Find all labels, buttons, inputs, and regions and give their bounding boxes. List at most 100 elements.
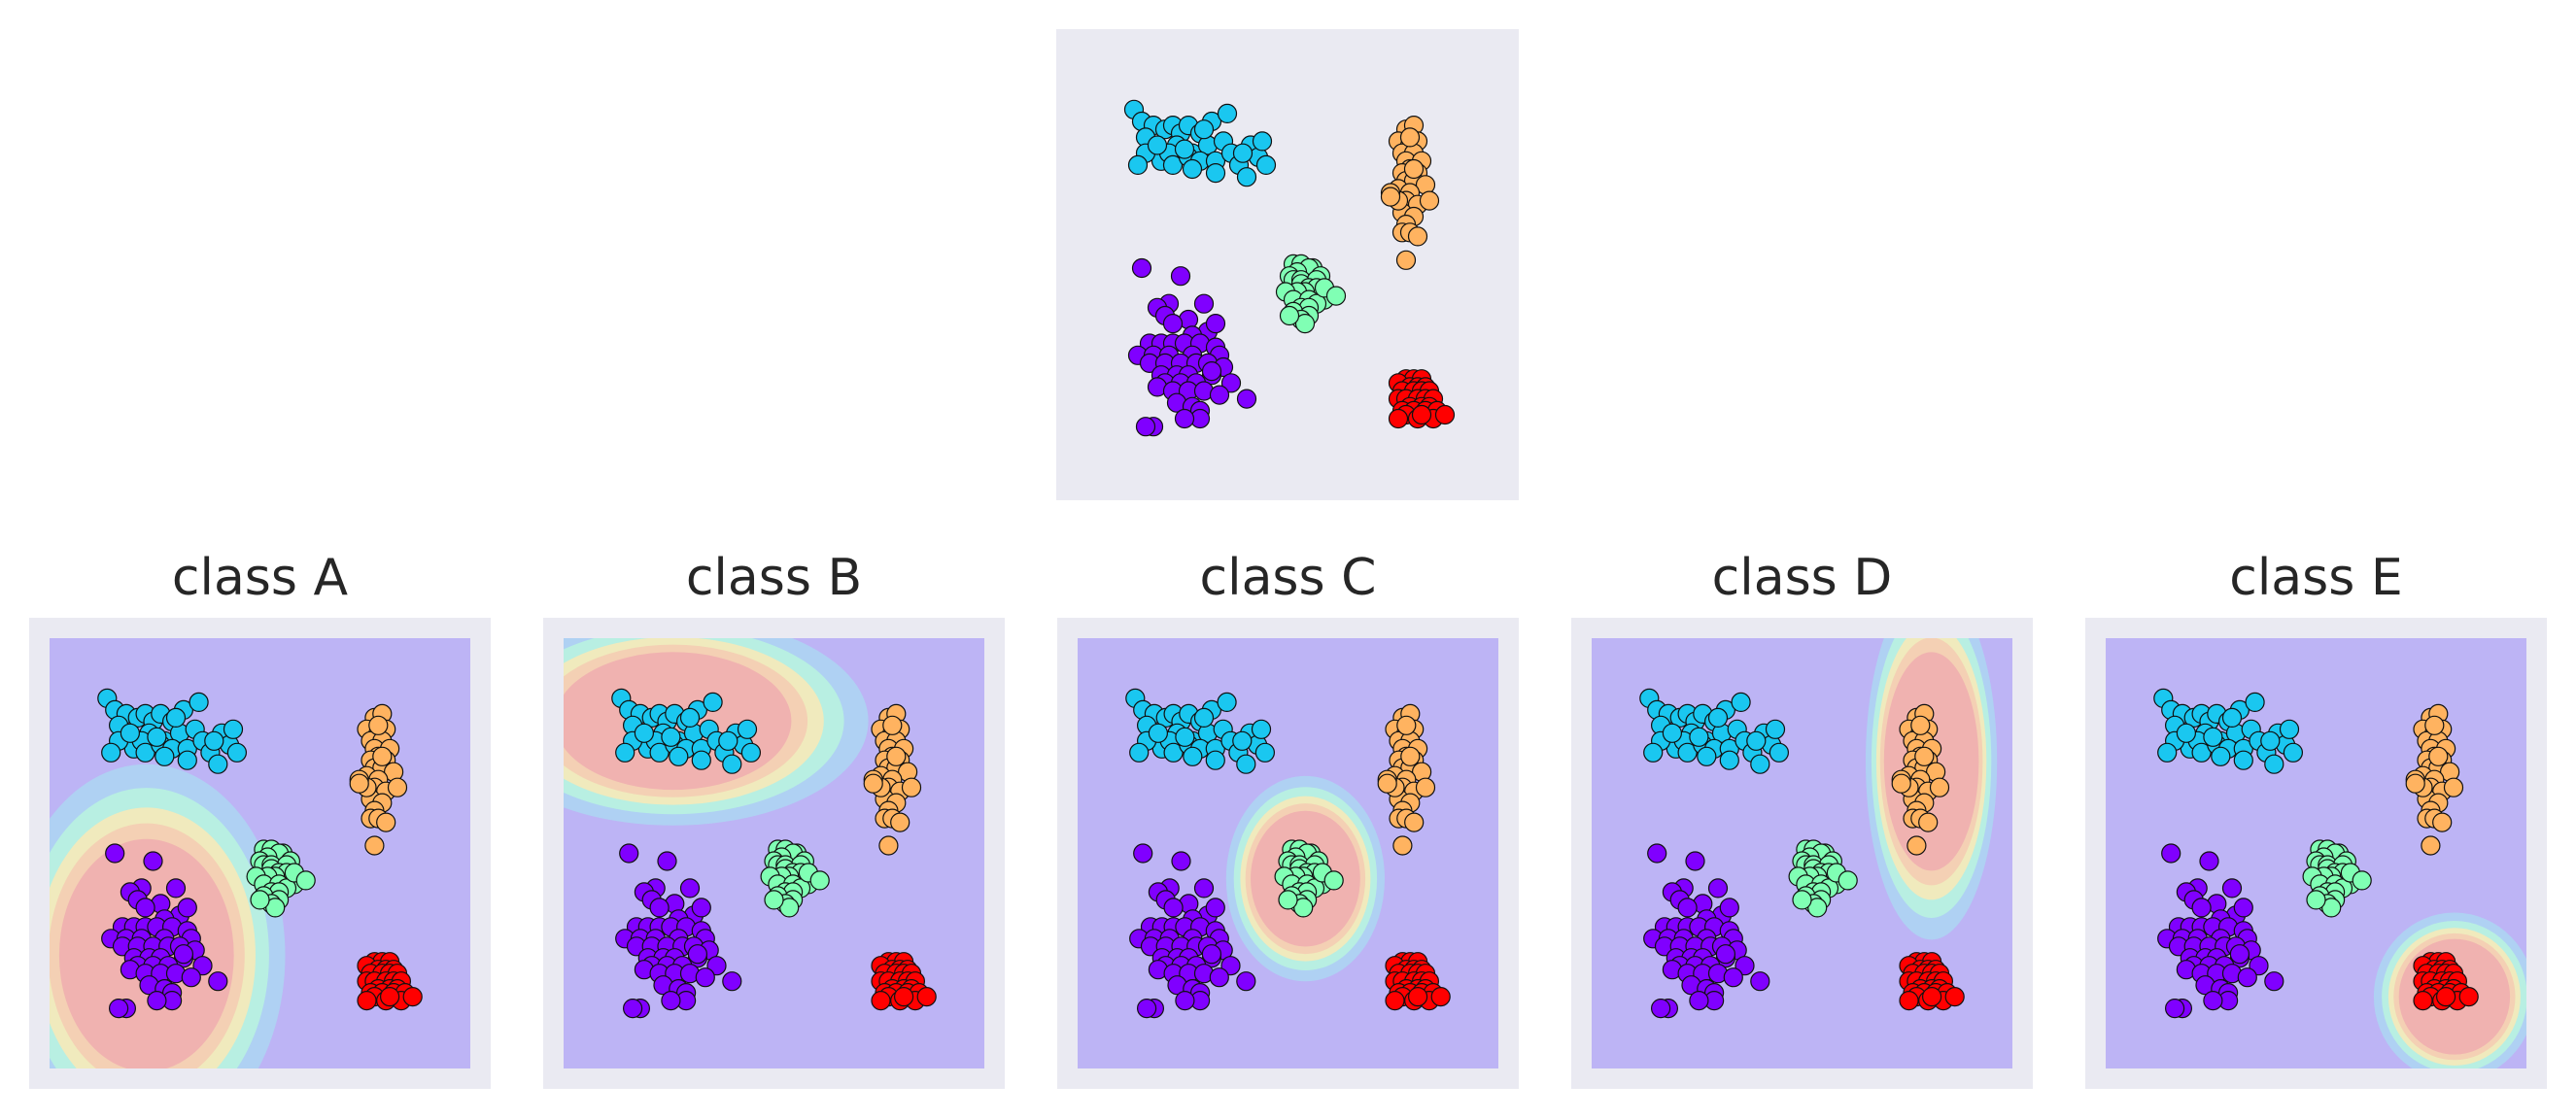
scatter-point: [181, 967, 201, 988]
scatter-point: [1792, 890, 1812, 910]
scatter-point: [1135, 417, 1156, 437]
scatter-point: [1769, 742, 1789, 763]
scatter-point: [1388, 408, 1409, 429]
scatter-point: [349, 773, 369, 794]
scatter-point: [1647, 843, 1667, 864]
scatter-point: [1201, 944, 1221, 965]
scatter-point: [101, 742, 121, 763]
scatter-point: [764, 890, 784, 910]
scatter-point: [165, 878, 187, 899]
scatter-point: [1719, 898, 1739, 918]
scatter-point: [1891, 773, 1911, 794]
scatter-point: [357, 991, 377, 1011]
scatter-point: [679, 878, 701, 899]
class-e-panel: [2085, 618, 2547, 1089]
scatter-point: [2264, 754, 2284, 774]
scatter-point: [155, 746, 175, 766]
scatter-point: [1131, 257, 1152, 279]
scatter-point: [1400, 746, 1421, 766]
scatter-point: [916, 987, 937, 1007]
scatter-point: [2233, 898, 2253, 918]
scatter-point: [1182, 158, 1203, 180]
scatter-point: [208, 971, 228, 992]
class-a-panel: [29, 618, 491, 1089]
scatter-point: [147, 991, 167, 1011]
scatter-point: [1236, 754, 1256, 774]
scatter-point: [364, 835, 385, 856]
scatter-point: [2424, 715, 2445, 735]
scatter-point: [2264, 971, 2284, 992]
scatter-point: [1279, 305, 1300, 326]
scatter-point: [1209, 385, 1230, 405]
scatter-point: [2161, 843, 2181, 864]
scatter-point: [2221, 707, 2243, 729]
scatter-point: [703, 692, 723, 713]
overview-scatter-plot: [1123, 99, 1456, 437]
scatter-point: [1148, 723, 1169, 743]
scatter-point: [2421, 835, 2441, 856]
scatter-point: [619, 843, 639, 864]
scatter-point: [1419, 190, 1440, 211]
scatter-point: [669, 746, 689, 766]
scatter-point: [1217, 103, 1238, 124]
scatter-point: [1205, 898, 1225, 918]
scatter-point: [1147, 135, 1168, 155]
scatter-point: [1765, 719, 1786, 739]
class-d-panel: [1571, 618, 2033, 1089]
scatter-point: [1251, 719, 1272, 739]
scatter-point: [1175, 991, 1195, 1011]
scatter-point: [2176, 723, 2197, 743]
scatter-point: [135, 898, 155, 918]
scatter-point: [1677, 742, 1698, 763]
scatter-point: [809, 870, 830, 891]
scatter-point: [1205, 163, 1226, 184]
scatter-point: [1910, 715, 1931, 735]
scatter-point: [2436, 987, 2456, 1007]
scatter-point: [1127, 154, 1149, 175]
scatter-point: [2443, 777, 2464, 797]
scatter-point: [1201, 361, 1222, 382]
scatter-point: [2191, 898, 2212, 918]
scatter-point: [2279, 719, 2300, 739]
scatter-point: [108, 999, 129, 1019]
class-e-plot: [2106, 638, 2526, 1068]
scatter-point: [120, 723, 141, 743]
scatter-point: [2203, 991, 2223, 1011]
scatter-point: [204, 730, 224, 751]
scatter-point: [737, 719, 758, 739]
scatter-point: [1205, 314, 1226, 334]
scatter-point: [1236, 971, 1256, 992]
scatter-point: [1689, 727, 1709, 747]
scatter-point: [2321, 898, 2342, 918]
scatter-point: [368, 715, 389, 735]
scatter-point: [2229, 944, 2250, 965]
class-c-plot: [1078, 638, 1498, 1068]
scatter-point: [1193, 707, 1215, 729]
class-c-title: class C: [1199, 549, 1377, 607]
scatter-point: [177, 898, 197, 918]
scatter-point: [1750, 971, 1770, 992]
scatter-point: [1163, 742, 1184, 763]
scatter-point: [1922, 987, 1942, 1007]
scatter-point: [886, 746, 907, 766]
scatter-point: [1209, 967, 1229, 988]
scatter-point: [1914, 746, 1935, 766]
scatter-point: [622, 999, 643, 1019]
class-d-title: class D: [1711, 549, 1893, 607]
scatter-point: [147, 727, 167, 747]
scatter-point: [387, 777, 408, 797]
scatter-point: [649, 742, 670, 763]
scatter-point: [1707, 878, 1729, 899]
scatter-point: [1396, 715, 1417, 735]
class-a-plot: [50, 638, 470, 1068]
scatter-point: [105, 843, 125, 864]
scatter-point: [1236, 389, 1257, 409]
scatter-point: [208, 754, 228, 774]
scatter-point: [1395, 250, 1417, 270]
scatter-point: [1162, 154, 1184, 175]
scatter-point: [1232, 143, 1254, 163]
scatter-point: [1650, 999, 1671, 1019]
scatter-point: [372, 746, 393, 766]
scatter-point: [2157, 742, 2178, 763]
scatter-point: [1377, 773, 1397, 794]
